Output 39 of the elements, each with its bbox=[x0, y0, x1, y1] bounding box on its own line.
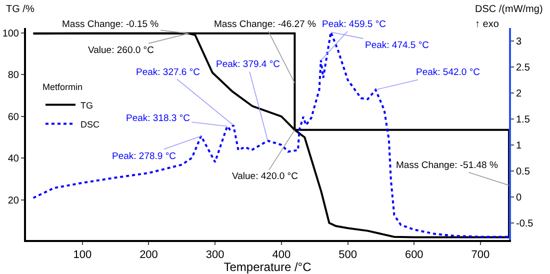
annotation: ↑ exo bbox=[475, 19, 500, 30]
y2-tick-label: 2.5 bbox=[516, 62, 530, 74]
annotation: Mass Change: -51.48 % bbox=[396, 160, 498, 171]
y-axis-title: TG /% bbox=[6, 4, 34, 15]
annotation: Peak: 542.0 °C bbox=[416, 67, 480, 78]
annotation: Peak: 327.6 °C bbox=[136, 67, 200, 78]
y2-tick-label: 3 bbox=[516, 36, 522, 48]
annotation: Peak: 459.5 °C bbox=[322, 19, 386, 30]
y2-tick-label: 0.5 bbox=[516, 166, 530, 178]
y2-tick-label: 1 bbox=[516, 140, 522, 152]
annotation: Peak: 278.9 °C bbox=[112, 151, 176, 162]
x-axis-title: Temperature /°C bbox=[224, 260, 312, 274]
annotation: Peak: 474.5 °C bbox=[365, 40, 430, 51]
legend-label: DSC bbox=[80, 119, 100, 130]
x-tick-label: 700 bbox=[471, 249, 490, 262]
y-tick-label: 20 bbox=[8, 195, 20, 206]
y-tick-label: 80 bbox=[8, 70, 20, 82]
y-tick-label: 40 bbox=[8, 154, 20, 165]
y2-tick-label: 1.5 bbox=[516, 114, 530, 126]
x-tick-label: 200 bbox=[140, 249, 158, 262]
annotation: Mass Change: -0.15 % bbox=[62, 19, 160, 30]
x-tick-label: 500 bbox=[338, 249, 357, 262]
y-tick-label: 60 bbox=[8, 112, 20, 123]
y2-axis-title: DSC /(mW/mg) bbox=[475, 4, 543, 15]
y2-tick-label: 2 bbox=[516, 88, 522, 100]
legend-title: Metformin bbox=[42, 82, 83, 92]
y2-tick-label: 0 bbox=[516, 192, 522, 204]
x-tick-label: 100 bbox=[73, 249, 92, 262]
annotation: Value: 260.0 °C bbox=[88, 45, 154, 56]
legend-label: TG bbox=[80, 100, 93, 110]
x-tick-label: 600 bbox=[404, 249, 424, 262]
annotation: Peak: 318.3 °C bbox=[126, 113, 190, 124]
annotation: Value: 420.0 °C bbox=[232, 171, 298, 182]
y2-tick-label: -0.5 bbox=[516, 218, 534, 230]
x-tick-label: 400 bbox=[272, 249, 291, 262]
annotation: Mass Change: -46.27 % bbox=[214, 19, 316, 30]
y-tick-label: 100 bbox=[2, 28, 20, 40]
x-tick-label: 300 bbox=[206, 249, 224, 262]
annotation: Peak: 379.4 °C bbox=[216, 59, 280, 70]
